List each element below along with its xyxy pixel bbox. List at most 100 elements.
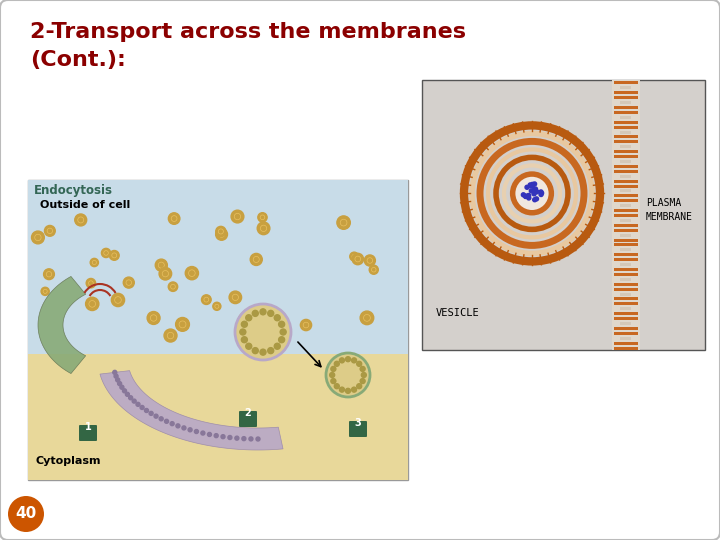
FancyBboxPatch shape bbox=[614, 283, 638, 286]
FancyBboxPatch shape bbox=[620, 234, 631, 237]
Text: VESICLE: VESICLE bbox=[436, 308, 480, 318]
Text: PLASMA
MEMBRANE: PLASMA MEMBRANE bbox=[646, 198, 693, 221]
Circle shape bbox=[246, 315, 252, 321]
FancyBboxPatch shape bbox=[614, 121, 638, 124]
FancyBboxPatch shape bbox=[620, 322, 631, 325]
FancyBboxPatch shape bbox=[614, 126, 638, 129]
Circle shape bbox=[90, 258, 99, 267]
FancyBboxPatch shape bbox=[620, 116, 631, 119]
Circle shape bbox=[8, 496, 44, 532]
Circle shape bbox=[350, 252, 359, 261]
FancyBboxPatch shape bbox=[620, 219, 631, 222]
Circle shape bbox=[214, 434, 218, 437]
Circle shape bbox=[235, 304, 291, 360]
FancyBboxPatch shape bbox=[614, 327, 638, 330]
FancyBboxPatch shape bbox=[614, 106, 638, 109]
FancyBboxPatch shape bbox=[614, 170, 638, 173]
Circle shape bbox=[524, 194, 528, 198]
FancyBboxPatch shape bbox=[614, 214, 638, 217]
FancyBboxPatch shape bbox=[28, 354, 408, 480]
FancyBboxPatch shape bbox=[614, 229, 638, 232]
Circle shape bbox=[534, 197, 539, 201]
Circle shape bbox=[251, 253, 262, 266]
FancyBboxPatch shape bbox=[614, 302, 638, 305]
Circle shape bbox=[45, 226, 55, 237]
Circle shape bbox=[109, 251, 120, 260]
Circle shape bbox=[521, 193, 526, 197]
Circle shape bbox=[252, 310, 258, 316]
Circle shape bbox=[242, 437, 246, 441]
FancyBboxPatch shape bbox=[614, 91, 638, 94]
Text: Endocytosis: Endocytosis bbox=[34, 184, 113, 197]
Text: 40: 40 bbox=[15, 507, 37, 522]
FancyBboxPatch shape bbox=[614, 288, 638, 291]
Circle shape bbox=[334, 361, 339, 366]
Circle shape bbox=[526, 193, 531, 198]
FancyBboxPatch shape bbox=[620, 307, 631, 310]
Circle shape bbox=[159, 267, 171, 280]
Text: 2-Transport across the membranes: 2-Transport across the membranes bbox=[30, 22, 466, 42]
Circle shape bbox=[125, 393, 130, 396]
FancyBboxPatch shape bbox=[614, 332, 638, 335]
FancyBboxPatch shape bbox=[620, 293, 631, 295]
Circle shape bbox=[41, 287, 49, 295]
Circle shape bbox=[337, 216, 351, 229]
Circle shape bbox=[240, 329, 246, 335]
Circle shape bbox=[334, 384, 339, 389]
Text: Outside of cell: Outside of cell bbox=[40, 200, 130, 210]
FancyBboxPatch shape bbox=[620, 190, 631, 192]
Circle shape bbox=[539, 190, 543, 194]
FancyBboxPatch shape bbox=[614, 180, 638, 183]
Circle shape bbox=[140, 406, 144, 409]
Circle shape bbox=[352, 253, 364, 265]
FancyBboxPatch shape bbox=[614, 347, 638, 349]
FancyBboxPatch shape bbox=[614, 253, 638, 256]
Circle shape bbox=[252, 348, 258, 354]
FancyBboxPatch shape bbox=[422, 80, 705, 350]
Circle shape bbox=[176, 318, 189, 332]
Circle shape bbox=[300, 319, 312, 330]
FancyBboxPatch shape bbox=[614, 96, 638, 99]
FancyBboxPatch shape bbox=[620, 101, 631, 104]
FancyBboxPatch shape bbox=[614, 209, 638, 212]
Circle shape bbox=[239, 314, 248, 323]
Circle shape bbox=[346, 388, 351, 393]
Circle shape bbox=[221, 435, 225, 438]
Circle shape bbox=[123, 277, 135, 288]
Circle shape bbox=[531, 183, 534, 186]
Circle shape bbox=[159, 417, 163, 421]
FancyBboxPatch shape bbox=[614, 239, 638, 241]
Text: 3: 3 bbox=[355, 418, 361, 428]
Text: Cytoplasm: Cytoplasm bbox=[36, 456, 102, 466]
Circle shape bbox=[113, 370, 117, 374]
Circle shape bbox=[256, 437, 260, 441]
Circle shape bbox=[248, 323, 259, 334]
Circle shape bbox=[274, 343, 280, 349]
Circle shape bbox=[528, 184, 533, 188]
Circle shape bbox=[86, 297, 99, 310]
Circle shape bbox=[532, 192, 536, 196]
Circle shape bbox=[258, 213, 267, 222]
Circle shape bbox=[207, 433, 212, 436]
Circle shape bbox=[165, 419, 168, 423]
FancyBboxPatch shape bbox=[620, 263, 631, 266]
Circle shape bbox=[339, 387, 344, 392]
Circle shape bbox=[539, 193, 543, 197]
FancyBboxPatch shape bbox=[614, 194, 638, 197]
FancyBboxPatch shape bbox=[620, 131, 631, 133]
Circle shape bbox=[201, 431, 205, 435]
Circle shape bbox=[202, 295, 211, 305]
FancyBboxPatch shape bbox=[614, 312, 638, 315]
Circle shape bbox=[149, 411, 153, 415]
Circle shape bbox=[361, 373, 366, 377]
FancyBboxPatch shape bbox=[28, 180, 408, 480]
FancyBboxPatch shape bbox=[620, 145, 631, 148]
FancyBboxPatch shape bbox=[620, 204, 631, 207]
FancyBboxPatch shape bbox=[620, 337, 631, 340]
Circle shape bbox=[268, 310, 274, 316]
Circle shape bbox=[168, 282, 178, 292]
FancyBboxPatch shape bbox=[614, 82, 638, 84]
Circle shape bbox=[246, 343, 252, 349]
Circle shape bbox=[129, 396, 132, 400]
Circle shape bbox=[533, 182, 536, 186]
